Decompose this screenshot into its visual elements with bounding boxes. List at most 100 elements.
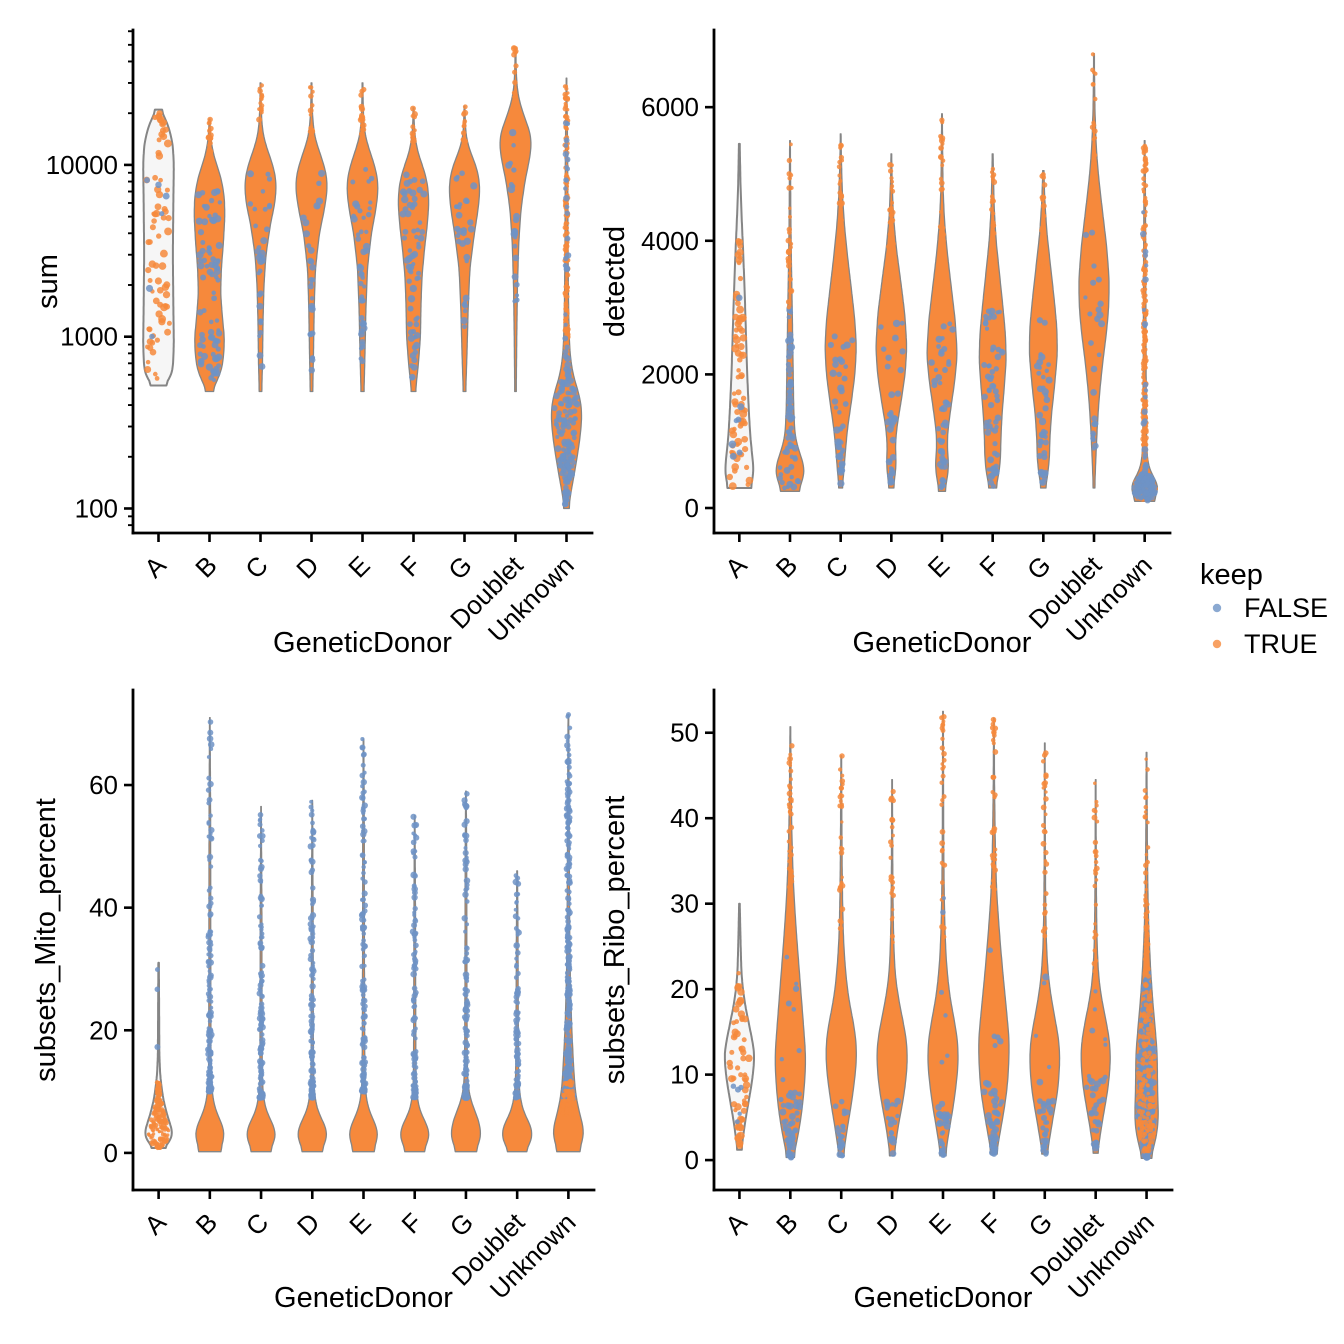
violin-sum-E [346, 82, 379, 393]
points-subsets_Ribo_percent-Unknown-true [1142, 757, 1151, 904]
y-axis-title: detected [599, 226, 631, 337]
points-subsets_Ribo_percent-G-false [1033, 973, 1052, 1086]
points-sum-C-true [256, 83, 265, 142]
points-sum-B-true [205, 116, 214, 157]
y-tick-label: 100 [75, 493, 118, 523]
x-category-label: A [138, 550, 172, 584]
x-category-label: C [239, 550, 273, 584]
points-subsets_Mito_percent-D-false [307, 799, 317, 1101]
points-subsets_Mito_percent-F-false [409, 813, 420, 1101]
points-detected-F-true [989, 166, 998, 250]
x-category-label: A [138, 1207, 172, 1241]
x-category-label: D [871, 1207, 905, 1241]
points-detected-B-true [785, 142, 795, 310]
points-sum-F-true [409, 105, 418, 145]
points-subsets_Ribo_percent-F-false [980, 1088, 1005, 1157]
points-subsets_Ribo_percent-A-false [730, 1083, 744, 1125]
x-category-label: G [1021, 550, 1057, 586]
points-subsets_Ribo_percent-F-true [989, 716, 999, 901]
points-subsets_Ribo_percent-E-false [935, 1100, 952, 1158]
points-detected-Doublet-false [1082, 229, 1106, 451]
y-tick-label: 20 [89, 1015, 118, 1045]
violin-detected-C [824, 133, 857, 489]
points-sum-Doublet-false [505, 128, 521, 304]
x-axis-title: GeneticDonor [274, 1282, 453, 1314]
points-sum-Doublet-true [510, 45, 520, 111]
legend-title: keep [1200, 559, 1263, 591]
x-axis-title: GeneticDonor [273, 627, 452, 659]
y-tick-label: 10000 [46, 150, 118, 180]
points-sum-E-false [350, 166, 375, 365]
points-subsets_Ribo_percent-E-false [938, 896, 950, 1065]
points-sum-A-false [144, 177, 170, 340]
violin-sum-A [142, 108, 175, 387]
y-tick-label: 60 [89, 770, 118, 800]
y-tick-label: 4000 [641, 226, 699, 256]
x-category-label: F [973, 550, 1005, 582]
violin-detected-D [875, 153, 908, 489]
x-axis-title: GeneticDonor [853, 627, 1032, 659]
points-detected-E-false [928, 321, 956, 491]
points-subsets_Mito_percent-Unknown-true [559, 1078, 578, 1117]
x-category-label: A [719, 1207, 753, 1241]
x-category-label: F [396, 1207, 428, 1239]
y-tick-label: 0 [104, 1138, 118, 1168]
points-detected-D-false [878, 319, 906, 486]
x-category-label: E [923, 1207, 956, 1240]
violin-sum-D [295, 82, 328, 393]
y-tick-label: 2000 [641, 359, 699, 389]
violins [723, 710, 1159, 1160]
violin-detected-Doublet [1078, 53, 1110, 489]
points-subsets_Mito_percent-A-false [154, 967, 161, 1050]
points-detected-G-true [1039, 171, 1049, 269]
y-axis-title: subsets_Mito_percent [30, 798, 62, 1082]
points-sum-G-true [460, 104, 469, 145]
points-detected-A-false [728, 294, 745, 460]
violin-sum-F [397, 107, 430, 393]
points-subsets_Mito_percent-Doublet-false [512, 873, 522, 1101]
points-subsets_Mito_percent-B-false [205, 719, 215, 1095]
points-detected-C-false [827, 333, 856, 488]
y-tick-label: 40 [89, 893, 118, 923]
x-category-label: B [190, 1207, 223, 1240]
points-subsets_Ribo_percent-G-false [1036, 1097, 1057, 1157]
x-category-label: C [820, 1207, 854, 1241]
x-category-label: D [290, 550, 324, 584]
legend-label-false: FALSE [1244, 593, 1328, 623]
legend-label-true: TRUE [1244, 629, 1318, 659]
points-sum-D-false [300, 169, 326, 374]
y-tick-label: 30 [670, 889, 699, 919]
legend-dot-true [1212, 639, 1222, 649]
points-subsets_Ribo_percent-Unknown-true [1135, 902, 1157, 1154]
violin-sum-G [448, 105, 481, 393]
points-subsets_Mito_percent-E-false [358, 737, 369, 1095]
violin-detected-F [978, 153, 1007, 489]
points-sum-Unknown-false [562, 120, 572, 369]
x-category-label: E [342, 550, 375, 583]
points-sum-D-true [307, 85, 316, 142]
points-sum-E-true [357, 86, 367, 138]
y-tick-label: 6000 [641, 92, 699, 122]
points-subsets_Ribo_percent-B-false [778, 1089, 803, 1161]
points-sum-C-false [247, 170, 273, 370]
points-detected-C-true [836, 142, 845, 240]
points-subsets_Ribo_percent-E-true [939, 713, 948, 939]
x-category-label: C [240, 1207, 274, 1241]
y-axis-title: sum [32, 254, 64, 309]
y-axis-title: subsets_Ribo_percent [599, 796, 631, 1085]
violin-subsets_Mito_percent-F [400, 815, 430, 1153]
points-detected-F-false [981, 307, 1006, 489]
points-sum-G-false [453, 170, 478, 330]
points-subsets_Ribo_percent-G-true [1040, 750, 1050, 939]
y-tick-label: 1000 [60, 322, 118, 352]
points-subsets_Mito_percent-A-true [146, 1080, 171, 1151]
violin-sum-C [244, 82, 277, 393]
x-category-label: B [770, 1207, 803, 1240]
points-subsets_Mito_percent-G-false [461, 791, 471, 1102]
